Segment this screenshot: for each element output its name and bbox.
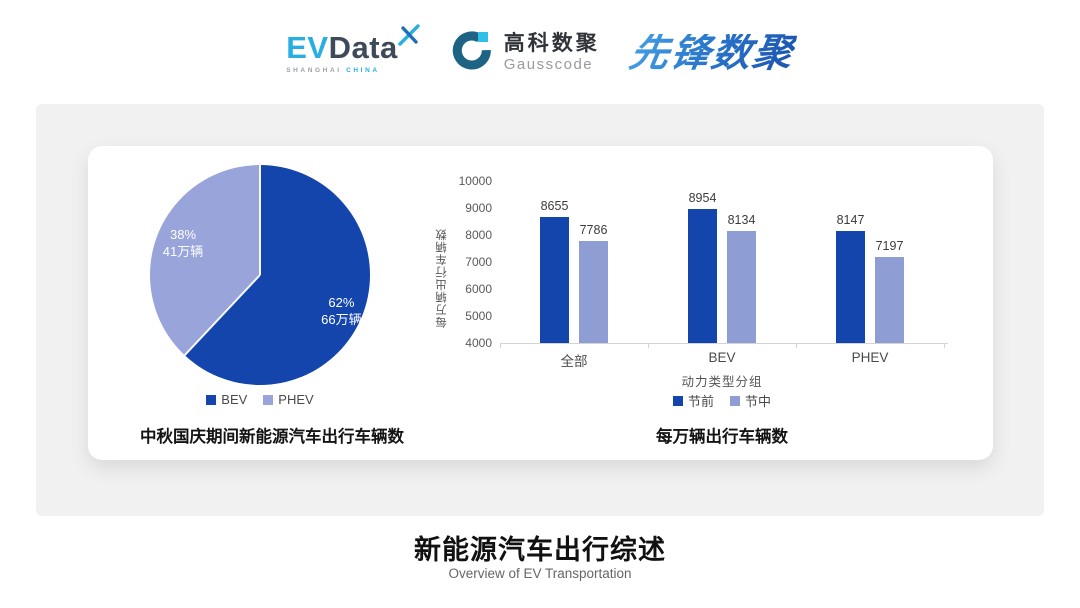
- pie-legend-item-phev: PHEV: [263, 392, 314, 407]
- pie-slice-separator: [183, 274, 261, 356]
- bev-legend-label: BEV: [221, 392, 248, 407]
- bar-category-label: PHEV: [851, 350, 889, 365]
- bar-category-label: BEV: [708, 350, 736, 365]
- pie-slice-separator: [259, 165, 261, 275]
- bar-节中-PHEV: [875, 256, 904, 343]
- pie-chart: 62% 66万辆 38% 41万辆: [150, 165, 370, 385]
- y-axis-tick-label: 9000: [465, 201, 492, 215]
- y-axis-tick-label: 6000: [465, 282, 492, 296]
- page-subtitle: Overview of EV Transportation: [448, 566, 632, 581]
- bar-x-axis-label: 动力类型分组: [681, 375, 763, 389]
- y-axis-tick-label: 4000: [465, 336, 492, 350]
- y-axis-tick-label: 10000: [458, 174, 492, 188]
- bar-节中-BEV: [727, 231, 756, 343]
- bar-value-label: 8134: [727, 213, 756, 228]
- content-panel: 62% 66万辆 38% 41万辆 BEV PHEV 中秋国庆期间新能源汽车出行车辆数…: [36, 104, 1044, 516]
- pioneer-logo: 先锋数聚: [625, 31, 798, 75]
- bar-节中-全部: [579, 240, 608, 343]
- page-title: 新能源汽车出行综述: [414, 535, 666, 565]
- pie-legend-item-bev: BEV: [206, 392, 247, 407]
- bar-value-label: 7786: [579, 222, 608, 237]
- bar-节前-全部: [540, 217, 569, 343]
- x-axis-tick: [648, 343, 649, 348]
- evdata-data-text: Data: [328, 30, 398, 65]
- bar-legend-item-pre: 节前: [672, 391, 714, 410]
- bar-category-label: 全部: [560, 354, 588, 369]
- pre-holiday-legend-swatch: [672, 395, 683, 406]
- y-axis-tick-label: 5000: [465, 309, 492, 323]
- gausscode-text: 高科数聚 Gausscode: [504, 32, 600, 73]
- logo-bar: EV Data SHANGHAI CHINA 高科数聚: [0, 22, 1080, 84]
- pie-chart-title: 中秋国庆期间新能源汽车出行车辆数: [140, 428, 404, 446]
- mid-holiday-legend-swatch: [730, 395, 740, 406]
- pie-slice-label: 62% 66万辆: [321, 295, 362, 328]
- gausscode-en-text: Gausscode: [503, 55, 594, 73]
- bar-value-label: 7197: [875, 238, 904, 253]
- bar-value-label: 8954: [688, 191, 717, 206]
- pie-slice-label: 38% 41万辆: [162, 227, 204, 260]
- phev-legend-swatch: [263, 394, 274, 405]
- y-axis-tick-label: 8000: [465, 228, 492, 242]
- bar-legend: 节前 节中: [500, 391, 944, 410]
- bar-value-label: 8147: [836, 213, 865, 228]
- x-axis-tick: [500, 343, 501, 348]
- evdata-logo: EV Data SHANGHAI CHINA: [286, 24, 420, 74]
- x-axis-tick: [796, 343, 797, 348]
- gausscode-logo: 高科数聚 Gausscode: [450, 27, 600, 80]
- x-axis-tick: [944, 343, 945, 348]
- bar-chart-title: 每万辆出行车辆数: [656, 428, 788, 446]
- bar-x-axis-line: [500, 343, 948, 344]
- y-axis-tick-label: 7000: [465, 255, 492, 269]
- phev-legend-label: PHEV: [278, 392, 314, 407]
- bar-节前-BEV: [688, 209, 717, 343]
- bar-节前-PHEV: [836, 231, 865, 343]
- bar-value-label: 8655: [540, 199, 569, 214]
- gausscode-cn-text: 高科数聚: [503, 32, 600, 56]
- evdata-subtext: SHANGHAI CHINA: [286, 67, 398, 74]
- charts-card: 62% 66万辆 38% 41万辆 BEV PHEV 中秋国庆期间新能源汽车出行车辆数…: [88, 146, 993, 460]
- pre-holiday-legend-label: 节前: [687, 394, 714, 409]
- evdata-shanghai-text: SHANGHAI: [286, 67, 342, 74]
- evdata-wordmark: EV Data: [286, 32, 398, 63]
- evdata-ev-text: EV: [286, 30, 329, 65]
- evdata-x-icon: [398, 24, 420, 51]
- evdata-china-text: CHINA: [346, 67, 380, 74]
- pie-legend: BEV PHEV: [150, 392, 370, 407]
- bar-legend-item-mid: 节中: [730, 391, 771, 410]
- mid-holiday-legend-label: 节中: [745, 394, 772, 409]
- gausscode-g-icon: [450, 27, 496, 80]
- bev-legend-swatch: [206, 394, 217, 405]
